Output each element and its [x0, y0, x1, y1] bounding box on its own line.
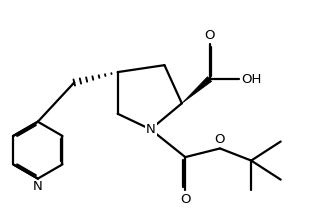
Polygon shape — [182, 77, 212, 103]
Text: O: O — [215, 133, 225, 146]
Text: OH: OH — [241, 73, 261, 86]
Text: O: O — [180, 193, 191, 206]
Text: N: N — [146, 123, 156, 136]
Text: N: N — [33, 180, 43, 193]
Text: O: O — [204, 29, 215, 42]
